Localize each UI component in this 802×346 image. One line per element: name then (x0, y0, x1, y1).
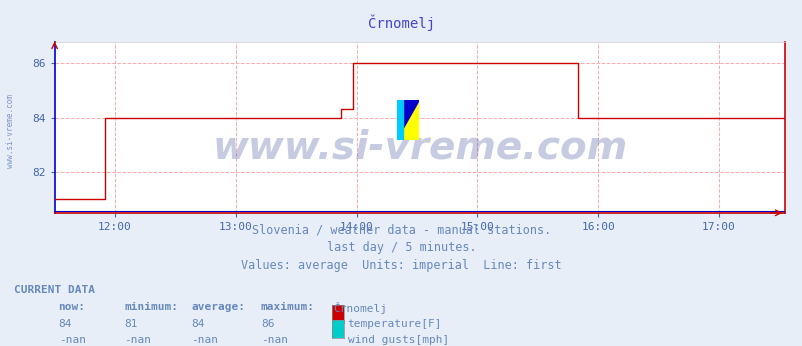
Text: -nan: -nan (191, 335, 218, 345)
Text: wind gusts[mph]: wind gusts[mph] (347, 335, 448, 345)
Polygon shape (396, 100, 419, 140)
Text: -nan: -nan (124, 335, 152, 345)
Text: now:: now: (59, 302, 86, 312)
Text: 86: 86 (261, 319, 274, 329)
Text: Slovenia / weather data - manual stations.: Slovenia / weather data - manual station… (252, 223, 550, 236)
Text: minimum:: minimum: (124, 302, 178, 312)
Text: CURRENT DATA: CURRENT DATA (14, 285, 95, 295)
Text: www.si-vreme.com: www.si-vreme.com (6, 94, 15, 169)
Text: temperature[F]: temperature[F] (347, 319, 442, 329)
Text: Črnomelj: Črnomelj (333, 302, 387, 314)
Text: average:: average: (191, 302, 245, 312)
Polygon shape (396, 100, 419, 140)
Text: 84: 84 (59, 319, 72, 329)
Text: 84: 84 (191, 319, 205, 329)
Polygon shape (396, 100, 403, 140)
Text: maximum:: maximum: (261, 302, 314, 312)
Text: www.si-vreme.com: www.si-vreme.com (212, 129, 627, 167)
Text: Values: average  Units: imperial  Line: first: Values: average Units: imperial Line: fi… (241, 259, 561, 272)
Text: Črnomelj: Črnomelj (367, 14, 435, 31)
Text: -nan: -nan (261, 335, 288, 345)
Text: 81: 81 (124, 319, 138, 329)
Text: -nan: -nan (59, 335, 86, 345)
Text: last day / 5 minutes.: last day / 5 minutes. (326, 241, 476, 254)
